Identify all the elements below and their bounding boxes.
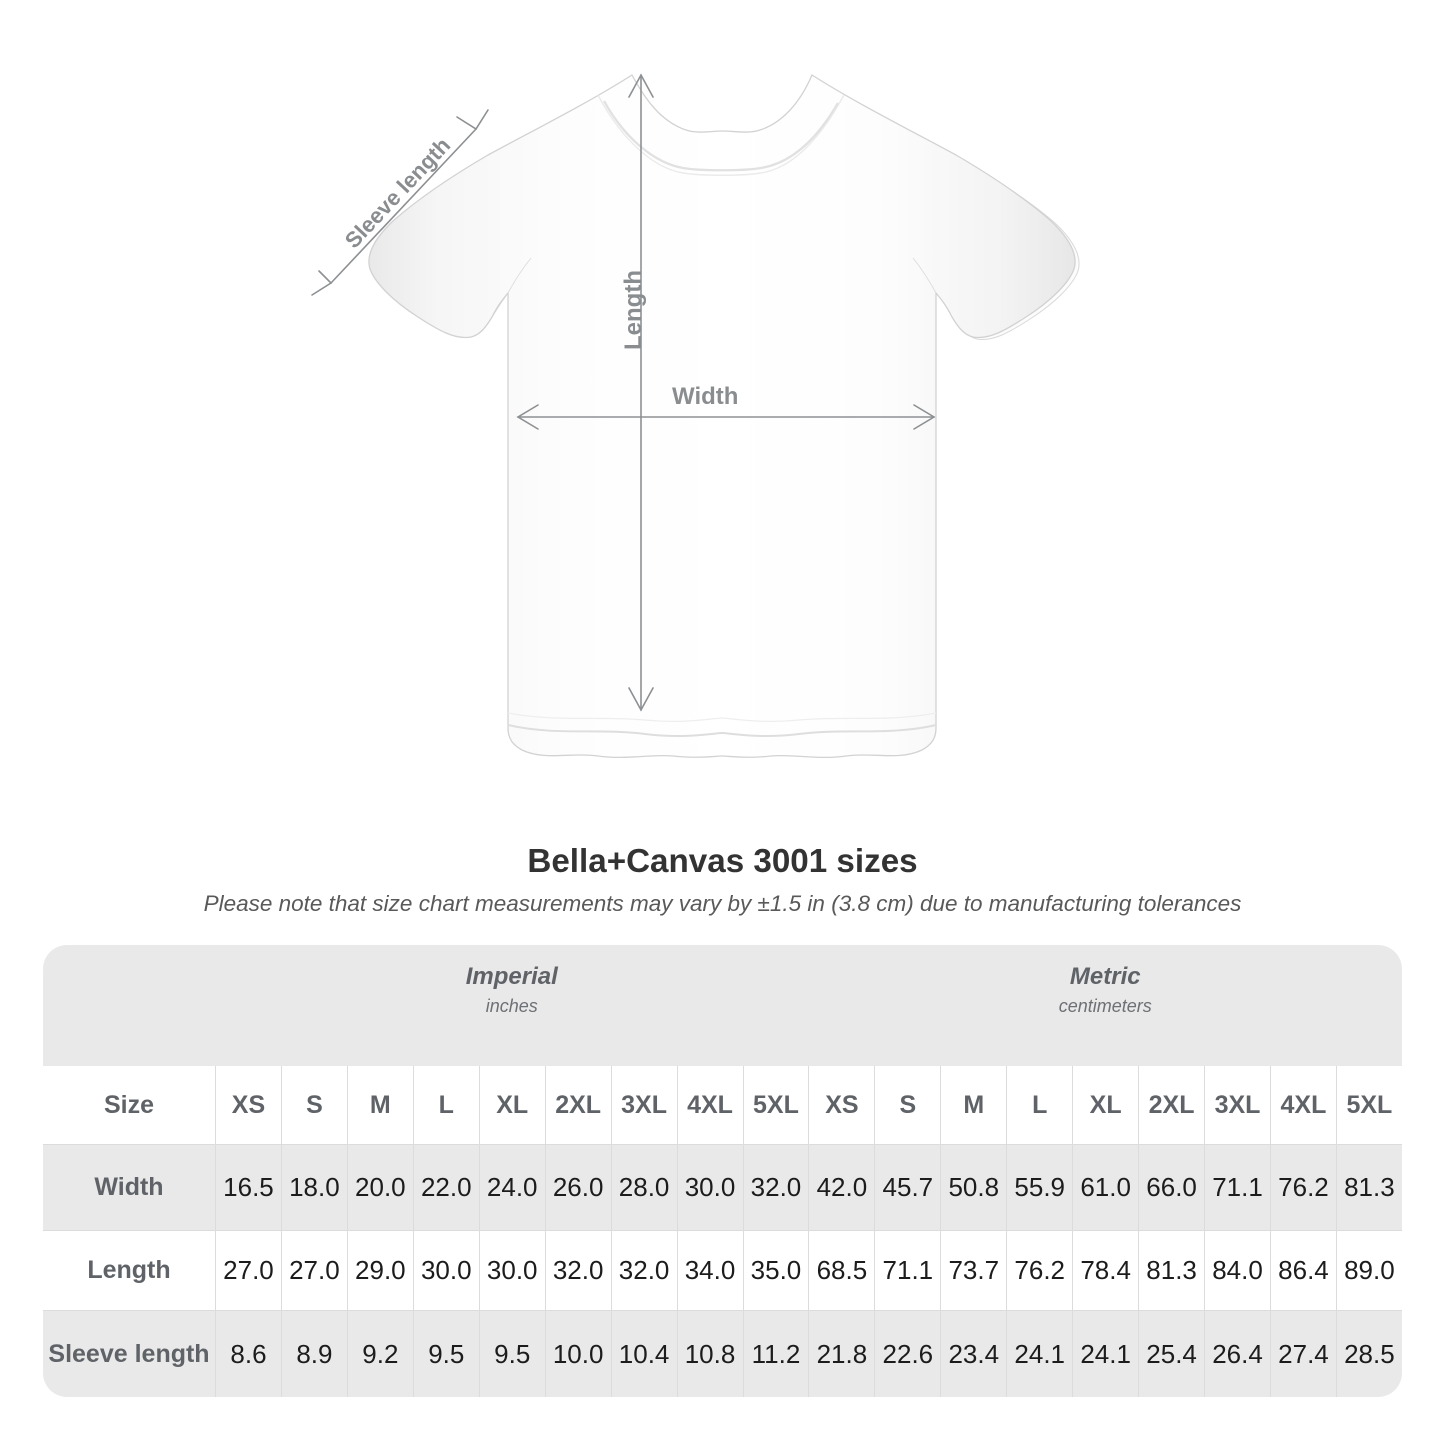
svg-text:Length: Length — [620, 270, 647, 350]
svg-text:Width: Width — [672, 383, 738, 410]
